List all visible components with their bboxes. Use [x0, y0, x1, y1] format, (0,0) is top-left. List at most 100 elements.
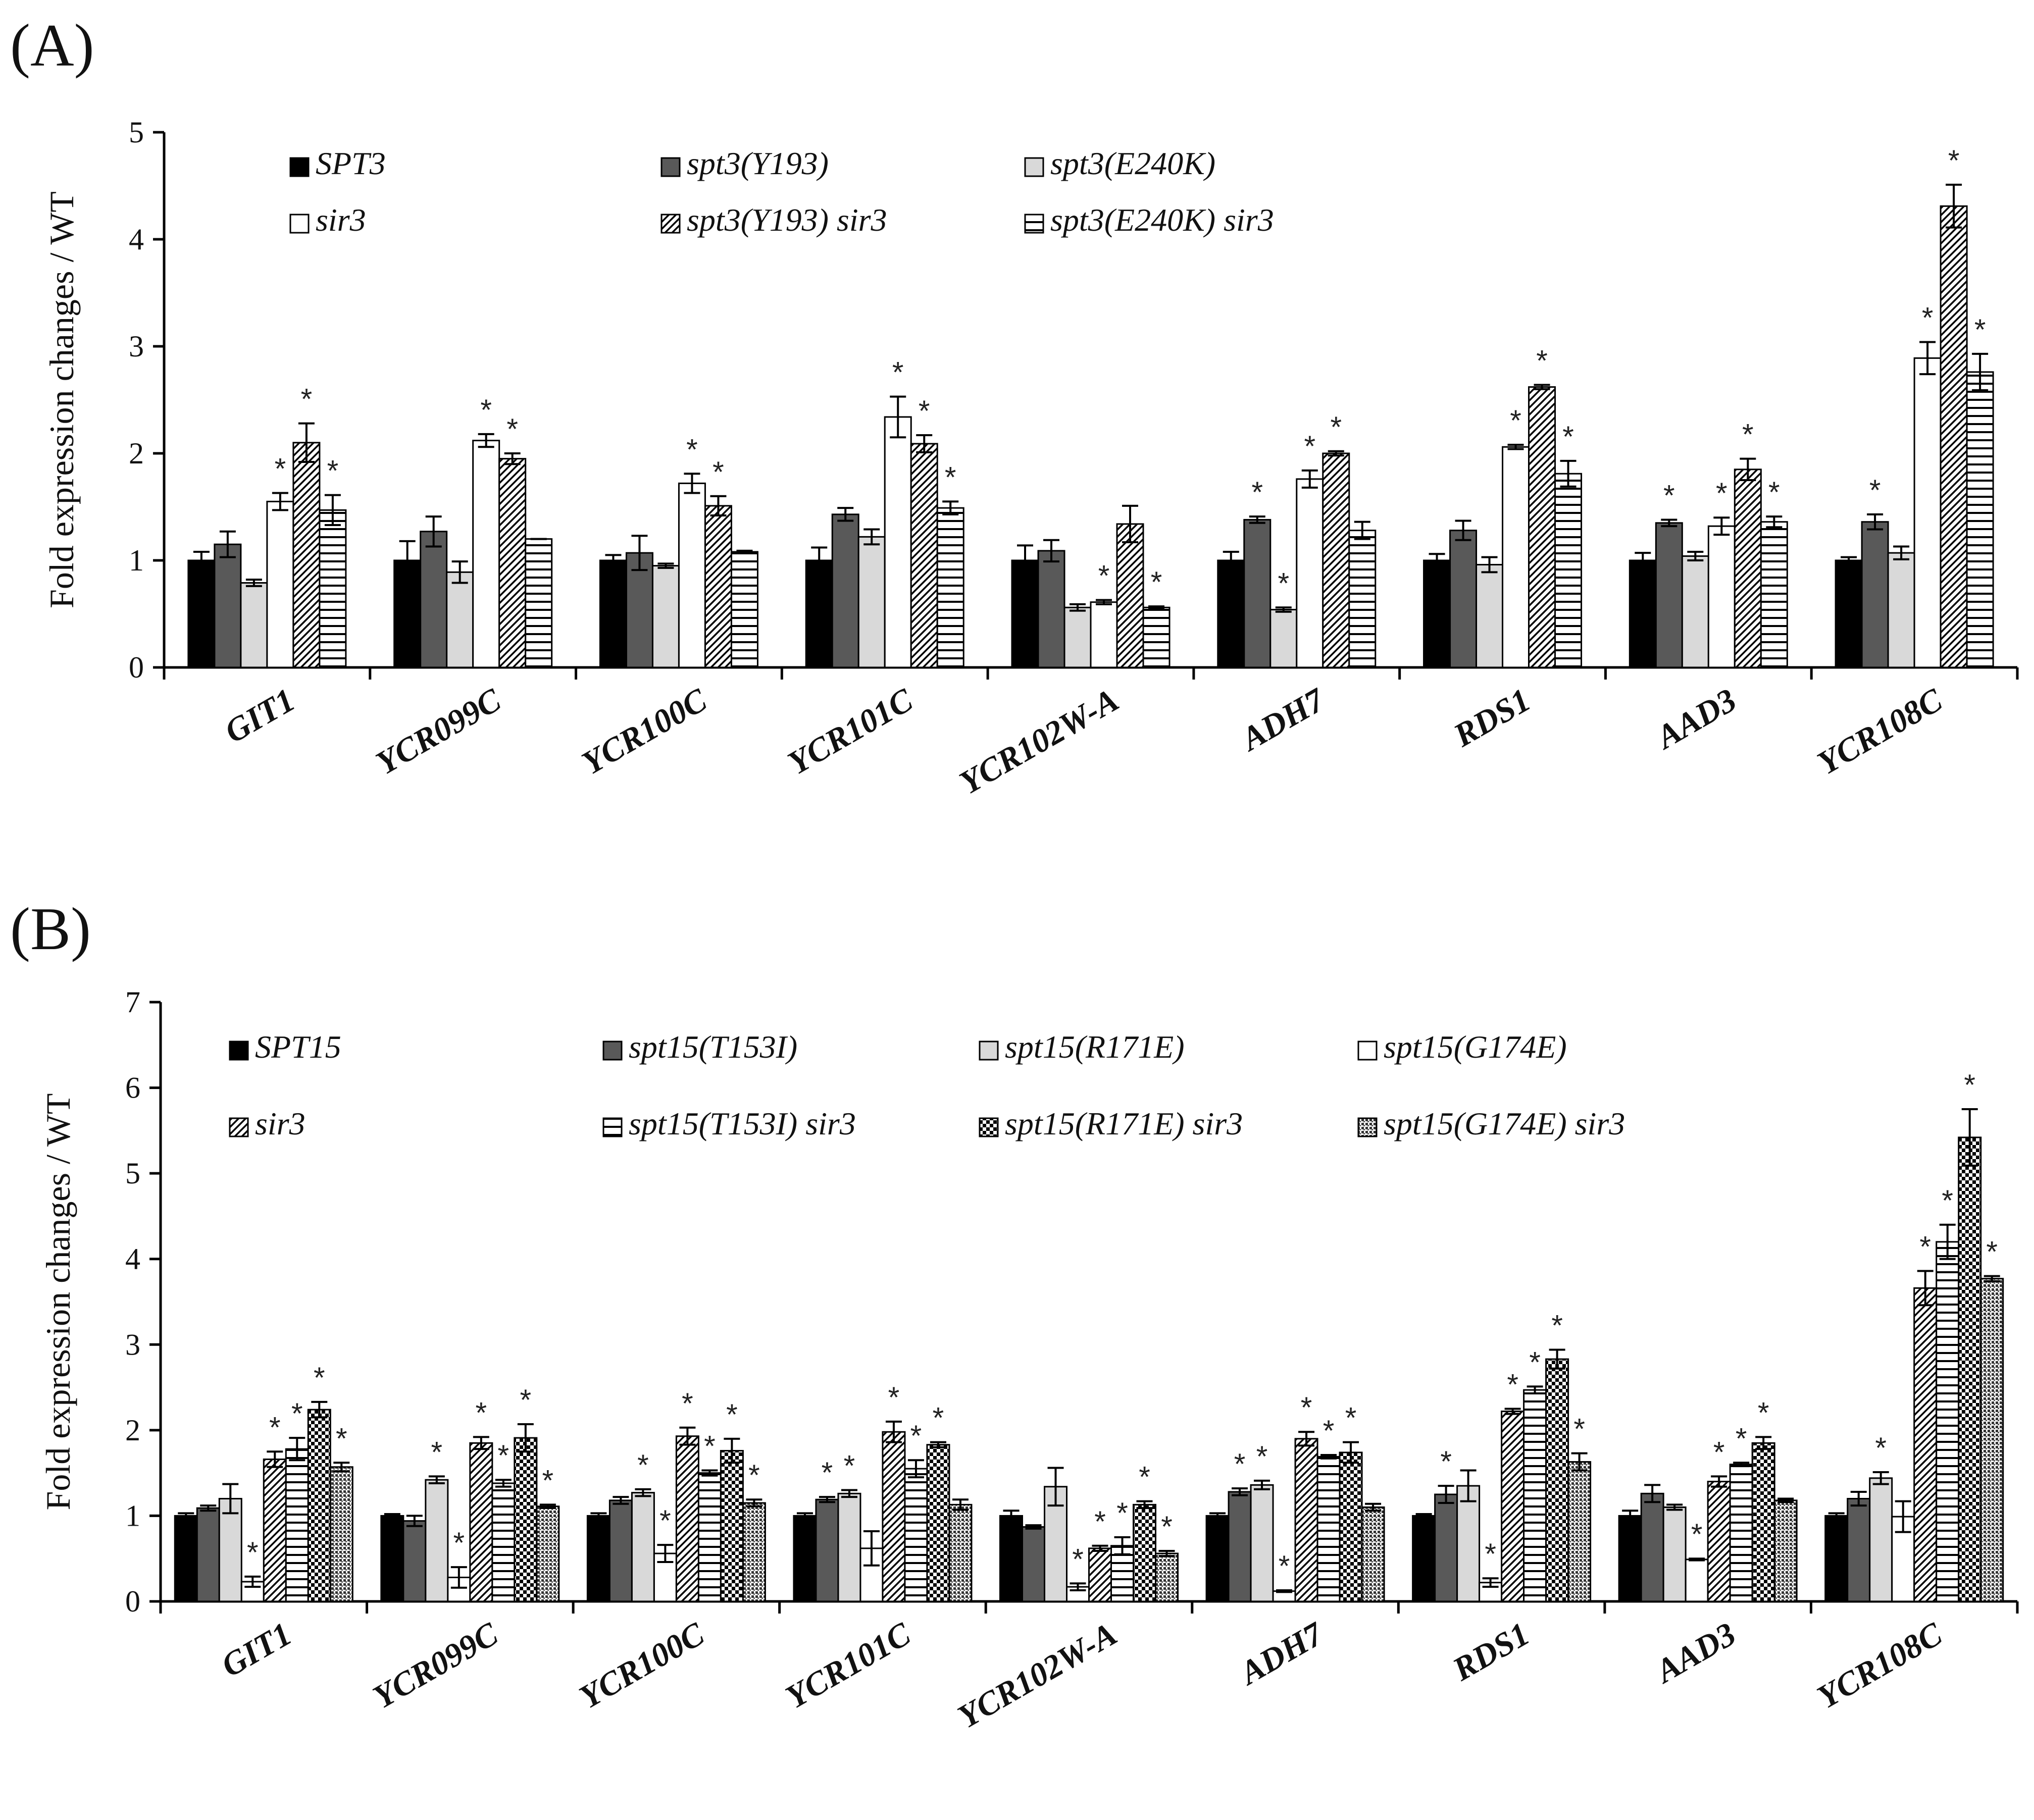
bar — [1322, 452, 1350, 668]
legend-label: spt15(T153I) — [629, 1029, 797, 1065]
bar — [1913, 357, 1942, 668]
bar — [1412, 1515, 1436, 1602]
bar — [1088, 1547, 1112, 1602]
significance-star: * — [1713, 1436, 1725, 1469]
significance-star: * — [1536, 344, 1548, 377]
y-tick-label: 2 — [125, 1414, 140, 1447]
legend-swatch — [660, 157, 681, 177]
bar — [1958, 1136, 1982, 1602]
panel-b: (B) 0 1 2 3 4 5 6 7 Fold expression changes / WT… — [10, 895, 2019, 1736]
significance-star: * — [431, 1436, 443, 1469]
bar — [263, 1459, 287, 1602]
bar — [1681, 555, 1709, 668]
bar — [1734, 469, 1762, 668]
bar — [402, 1520, 427, 1602]
bar — [1835, 559, 1863, 668]
legend-label: spt15(G174E) sir3 — [1384, 1106, 1625, 1141]
y-tick-label: 1 — [129, 544, 144, 577]
bar — [815, 1498, 839, 1602]
bar — [651, 565, 680, 668]
bar — [697, 1472, 722, 1602]
significance-star: * — [844, 1450, 855, 1483]
bar — [1685, 1558, 1709, 1602]
bar — [1966, 371, 1994, 668]
significance-star: * — [682, 1387, 693, 1420]
significance-star: * — [1948, 144, 1960, 177]
legend-swatch — [1024, 157, 1044, 177]
y-tick-label: 0 — [125, 1585, 140, 1618]
bar — [1217, 559, 1245, 668]
bar — [196, 1507, 220, 1602]
bar — [1133, 1503, 1156, 1602]
x-category-label: YCR108C — [1811, 1615, 1949, 1715]
bar — [1205, 1515, 1230, 1602]
bar — [1456, 1485, 1481, 1602]
significance-star: * — [1234, 1448, 1246, 1481]
bar — [1434, 1493, 1458, 1602]
x-category-label: ADH7 — [1232, 1615, 1331, 1693]
bar — [1847, 1498, 1871, 1602]
legend-label: spt15(T153I) sir3 — [629, 1106, 856, 1141]
significance-star: * — [520, 1384, 532, 1417]
bar — [999, 1515, 1023, 1602]
bar — [240, 582, 268, 668]
x-category-label: RDS1 — [1447, 682, 1537, 754]
significance-star: * — [1562, 421, 1574, 453]
bar — [805, 559, 833, 668]
x-category-label: YCR099C — [370, 681, 507, 782]
bar — [1913, 1287, 1938, 1602]
significance-star: * — [1256, 1440, 1268, 1473]
bar — [831, 513, 859, 668]
significance-star: * — [686, 433, 698, 466]
bar — [1348, 530, 1377, 668]
significance-star: * — [1251, 476, 1263, 509]
y-tick-label: 1 — [125, 1499, 140, 1532]
significance-star: * — [1551, 1309, 1563, 1342]
significance-star: * — [327, 455, 339, 488]
significance-star: * — [919, 395, 930, 428]
legend-swatch — [1357, 1117, 1378, 1137]
bar — [1037, 550, 1065, 668]
bar — [857, 536, 886, 668]
significance-star: * — [1942, 1184, 1953, 1217]
bar — [1640, 1492, 1664, 1602]
bar — [1861, 521, 1889, 668]
significance-star: * — [910, 1420, 922, 1452]
bar — [720, 1450, 744, 1602]
bar — [1339, 1451, 1363, 1602]
significance-star: * — [1922, 302, 1934, 335]
significance-star: * — [1986, 1236, 1998, 1269]
bar — [904, 1468, 928, 1602]
significance-star: * — [1330, 411, 1342, 444]
bar — [1523, 1389, 1547, 1602]
y-tick-label: 2 — [129, 437, 144, 470]
bar — [285, 1448, 309, 1602]
significance-star: * — [1974, 314, 1986, 346]
bar — [1228, 1491, 1252, 1602]
bar — [608, 1499, 633, 1602]
significance-star: * — [301, 383, 313, 416]
x-category-label: YCR099C — [367, 1615, 504, 1715]
bar — [586, 1515, 611, 1602]
significance-star: * — [1768, 476, 1780, 509]
bar — [678, 482, 706, 668]
legend-label: spt15(R171E) sir3 — [1005, 1106, 1243, 1141]
significance-star: * — [1875, 1432, 1887, 1465]
bar — [1476, 563, 1504, 668]
bar — [1618, 1515, 1642, 1602]
y-tick-label: 5 — [129, 116, 144, 149]
legend-swatch — [979, 1041, 999, 1061]
y-tick-label: 6 — [125, 1071, 140, 1105]
significance-star: * — [1573, 1413, 1585, 1446]
significance-star: * — [1098, 559, 1110, 592]
bar — [936, 507, 964, 668]
x-category-label: GIT1 — [215, 1616, 298, 1685]
legend-swatch — [229, 1041, 249, 1061]
bar — [1423, 559, 1451, 668]
bar — [704, 505, 732, 668]
legend-label: spt3(Y193) sir3 — [687, 202, 887, 238]
significance-star: * — [1510, 404, 1521, 437]
significance-star: * — [1758, 1396, 1769, 1429]
y-tick-label: 3 — [129, 330, 144, 363]
